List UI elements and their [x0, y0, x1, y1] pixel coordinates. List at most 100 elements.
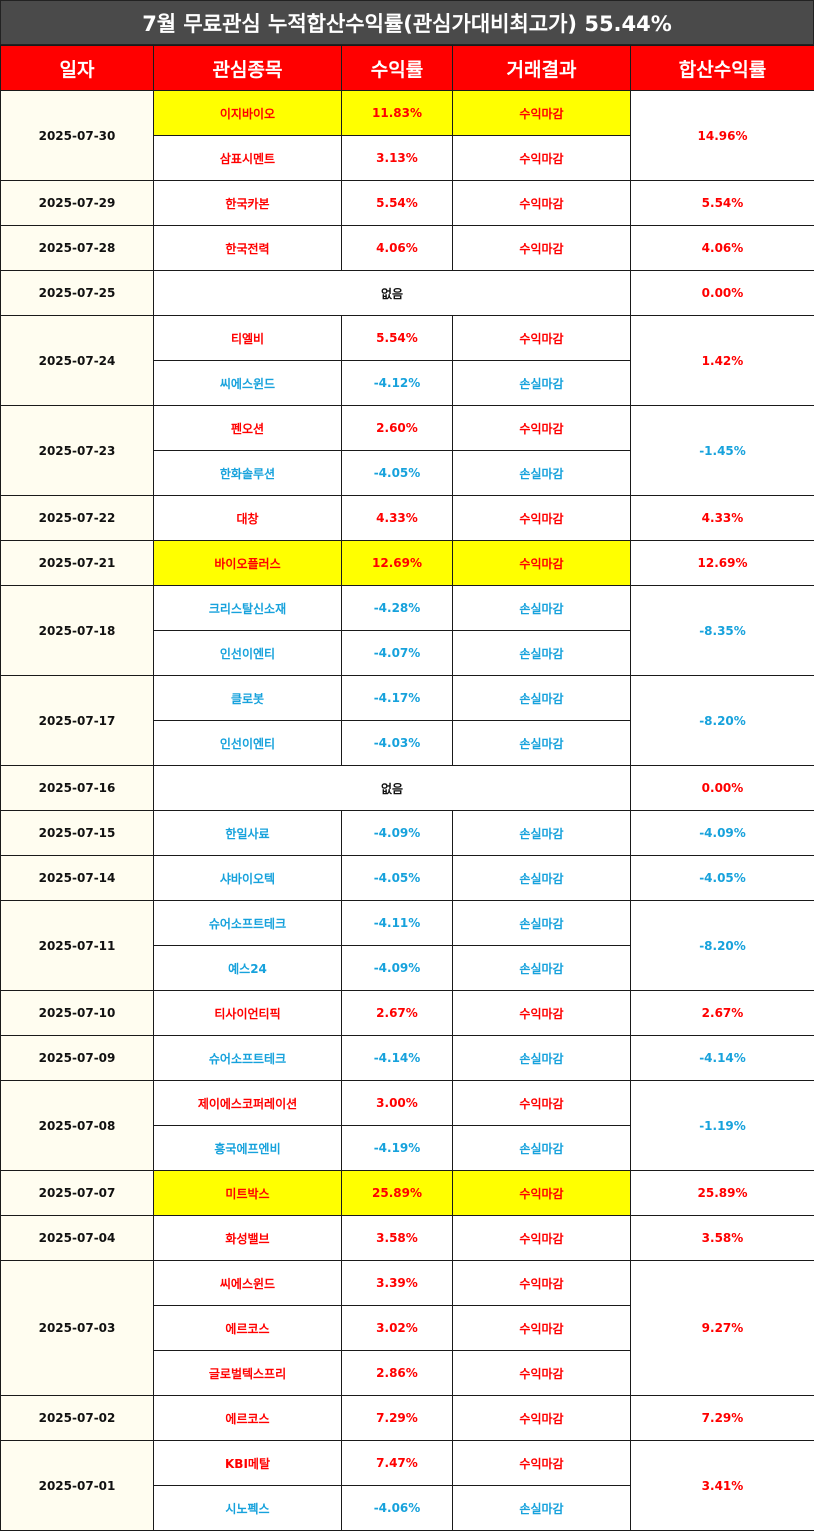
- stock-name-cell: 제이에스코퍼레이션: [153, 1080, 342, 1126]
- total-return-cell: 12.69%: [630, 540, 814, 586]
- result-cell: 손실마감: [452, 1125, 631, 1171]
- stock-name-cell: 한일사료: [153, 810, 342, 856]
- stock-name-cell: 한화솔루션: [153, 450, 342, 496]
- table-row: 2025-07-03 씨에스윈드 3.39% 수익마감 9.27%: [0, 1260, 814, 1396]
- result-cell: 손실마감: [452, 450, 631, 496]
- date-cell: 2025-07-23: [0, 405, 154, 496]
- date-cell: 2025-07-08: [0, 1080, 154, 1171]
- table-row: 2025-07-15 한일사료 -4.09% 손실마감 -4.09%: [0, 810, 814, 856]
- stock-name-cell: 화성밸브: [153, 1215, 342, 1261]
- date-cell: 2025-07-16: [0, 765, 154, 811]
- stock-name-cell: KBI메탈: [153, 1440, 342, 1486]
- stock-name-cell: 씨에스윈드: [153, 360, 342, 406]
- rate-cell: 7.47%: [341, 1440, 453, 1486]
- rate-cell: -4.03%: [341, 720, 453, 766]
- result-cell: 수익마감: [452, 495, 631, 541]
- result-cell: 수익마감: [452, 1260, 631, 1306]
- total-return-cell: 5.54%: [630, 180, 814, 226]
- rate-cell: 2.67%: [341, 990, 453, 1036]
- result-cell: 수익마감: [452, 1395, 631, 1441]
- total-return-cell: 25.89%: [630, 1170, 814, 1216]
- table-row: 씨에스윈드 -4.12% 손실마감: [1, 360, 814, 406]
- total-return-cell: -8.20%: [630, 675, 814, 766]
- table-row: 2025-07-02 에르코스 7.29% 수익마감 7.29%: [0, 1395, 814, 1441]
- rate-cell: -4.09%: [341, 810, 453, 856]
- table-row: 인선이엔티 -4.03% 손실마감: [1, 720, 814, 766]
- total-return-cell: 4.06%: [630, 225, 814, 271]
- rate-cell: 12.69%: [341, 540, 453, 586]
- date-cell: 2025-07-02: [0, 1395, 154, 1441]
- rate-cell: -4.11%: [341, 900, 453, 946]
- result-cell: 손실마감: [452, 945, 631, 991]
- no-pick-cell: 없음: [153, 270, 631, 316]
- table-row: 삼표시멘트 3.13% 수익마감: [1, 135, 814, 181]
- result-cell: 수익마감: [452, 405, 631, 451]
- rate-cell: 3.13%: [341, 135, 453, 181]
- table-row: 예스24 -4.09% 손실마감: [1, 945, 814, 991]
- rate-cell: 5.54%: [341, 315, 453, 361]
- stock-name-cell: 에르코스: [153, 1305, 342, 1351]
- result-cell: 수익마감: [452, 1440, 631, 1486]
- date-cell: 2025-07-07: [0, 1170, 154, 1216]
- table-row: 2025-07-22 대창 4.33% 수익마감 4.33%: [0, 495, 814, 541]
- rate-cell: 3.58%: [341, 1215, 453, 1261]
- stock-name-cell: 샤바이오텍: [153, 855, 342, 901]
- stock-name-cell: 예스24: [153, 945, 342, 991]
- stock-name-cell: 삼표시멘트: [153, 135, 342, 181]
- date-cell: 2025-07-15: [0, 810, 154, 856]
- total-return-cell: 0.00%: [630, 765, 814, 811]
- rate-cell: 2.60%: [341, 405, 453, 451]
- rate-cell: -4.05%: [341, 450, 453, 496]
- result-cell: 손실마감: [452, 360, 631, 406]
- table-row: 2025-07-24 티엘비 5.54% 수익마감 1.42%: [0, 315, 814, 406]
- table-row: 2025-07-17 클로봇 -4.17% 손실마감 -8.20%: [0, 675, 814, 766]
- results-table: 일자 관심종목 수익률 거래결과 합산수익률 2025-07-30 이지바이오 11…: [0, 45, 814, 1531]
- table-row: 2025-07-09 슈어소프트테크 -4.14% 손실마감 -4.14%: [0, 1035, 814, 1081]
- stock-name-cell: 한국카본: [153, 180, 342, 226]
- stock-name-cell: 글로벌텍스프리: [153, 1350, 342, 1396]
- results-body: 2025-07-30 이지바이오 11.83% 수익마감 14.96% 삼표시멘트 3.13…: [0, 90, 814, 1531]
- rate-cell: 4.06%: [341, 225, 453, 271]
- table-row: 2025-07-10 티사이언티픽 2.67% 수익마감 2.67%: [0, 990, 814, 1036]
- stock-name-cell: 시노펙스: [153, 1485, 342, 1531]
- date-cell: 2025-07-25: [0, 270, 154, 316]
- rate-cell: 11.83%: [341, 90, 453, 136]
- rate-cell: 2.86%: [341, 1350, 453, 1396]
- stock-name-cell: 미트박스: [153, 1170, 342, 1216]
- rate-cell: -4.05%: [341, 855, 453, 901]
- date-cell: 2025-07-30: [0, 90, 154, 181]
- rate-cell: 7.29%: [341, 1395, 453, 1441]
- rate-cell: -4.28%: [341, 585, 453, 631]
- header-total: 합산수익률: [630, 45, 814, 91]
- date-cell: 2025-07-28: [0, 225, 154, 271]
- date-cell: 2025-07-21: [0, 540, 154, 586]
- result-cell: 수익마감: [452, 1350, 631, 1396]
- date-cell: 2025-07-17: [0, 675, 154, 766]
- table-row: 2025-07-01 KBI메탈 7.47% 수익마감 3.41%: [0, 1440, 814, 1531]
- table-row: 2025-07-23 펜오션 2.60% 수익마감 -1.45%: [0, 405, 814, 496]
- rate-cell: -4.06%: [341, 1485, 453, 1531]
- stock-name-cell: 슈어소프트테크: [153, 900, 342, 946]
- table-row: 2025-07-30 이지바이오 11.83% 수익마감 14.96%: [0, 90, 814, 181]
- result-cell: 손실마감: [452, 585, 631, 631]
- stock-name-cell: 크리스탈신소재: [153, 585, 342, 631]
- total-return-cell: 14.96%: [630, 90, 814, 181]
- table-row: 흥국에프엔비 -4.19% 손실마감: [1, 1125, 814, 1171]
- table-row: 2025-07-25 없음 0.00%: [0, 270, 814, 316]
- result-cell: 손실마감: [452, 675, 631, 721]
- rate-cell: -4.09%: [341, 945, 453, 991]
- date-cell: 2025-07-09: [0, 1035, 154, 1081]
- total-return-cell: 9.27%: [630, 1260, 814, 1396]
- date-cell: 2025-07-24: [0, 315, 154, 406]
- total-return-cell: 7.29%: [630, 1395, 814, 1441]
- page-title: 7월 무료관심 누적합산수익률(관심가대비최고가) 55.44%: [0, 0, 814, 45]
- table-row: 2025-07-21 바이오플러스 12.69% 수익마감 12.69%: [0, 540, 814, 586]
- rate-cell: -4.07%: [341, 630, 453, 676]
- table-row: 한화솔루션 -4.05% 손실마감: [1, 450, 814, 496]
- header-stock: 관심종목: [153, 45, 342, 91]
- rate-cell: 25.89%: [341, 1170, 453, 1216]
- result-cell: 수익마감: [452, 225, 631, 271]
- rate-cell: 3.39%: [341, 1260, 453, 1306]
- total-return-cell: -8.20%: [630, 900, 814, 991]
- table-row: 2025-07-07 미트박스 25.89% 수익마감 25.89%: [0, 1170, 814, 1216]
